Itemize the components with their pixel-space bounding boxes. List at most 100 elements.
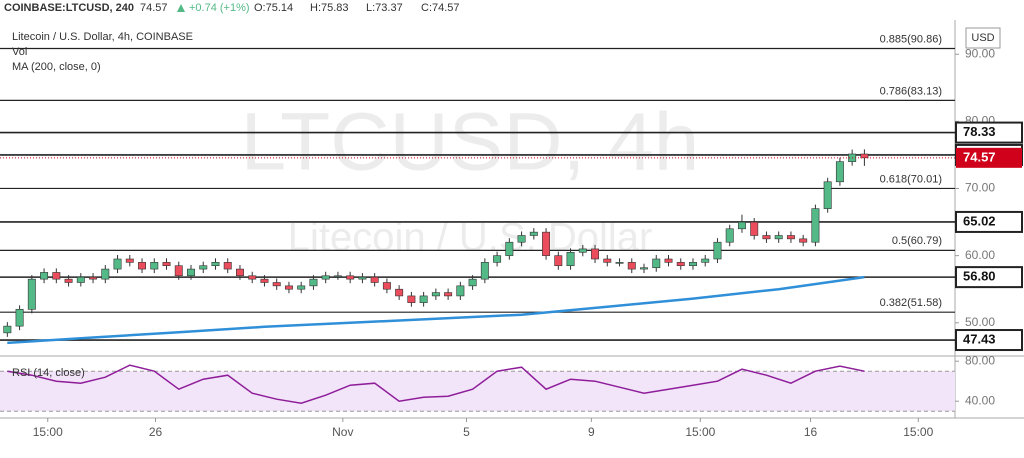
candle-body xyxy=(187,268,195,277)
price-label: 47.43 xyxy=(963,331,996,346)
candle-body xyxy=(211,262,220,267)
rsi-band xyxy=(0,371,955,412)
candle-body xyxy=(591,248,600,260)
candle-body xyxy=(799,238,808,243)
candle-body xyxy=(566,251,575,267)
candle-body xyxy=(431,292,440,297)
x-tick-label: 15:00 xyxy=(903,425,933,439)
candle-body xyxy=(419,295,428,303)
candle-body xyxy=(652,258,661,269)
price-label: 65.02 xyxy=(963,213,996,228)
candle-body xyxy=(125,258,134,263)
x-tick-label: Nov xyxy=(332,425,353,439)
candle-body xyxy=(542,231,551,256)
rsi-tick-label: 80.00 xyxy=(965,353,995,367)
candle-body xyxy=(713,241,722,260)
candle-body xyxy=(860,153,869,159)
candle-body xyxy=(407,295,416,303)
candle-body xyxy=(150,262,159,270)
price-label-box xyxy=(955,266,1023,289)
candle-body xyxy=(774,235,783,240)
ma-line xyxy=(7,275,865,345)
candle-body xyxy=(762,235,771,240)
candle-body xyxy=(309,278,318,287)
candle-body xyxy=(40,272,49,280)
candle-body xyxy=(640,267,648,270)
price-label-box xyxy=(955,329,1023,352)
candle-body xyxy=(89,276,98,280)
candle-body xyxy=(199,265,208,270)
x-tick-label: 5 xyxy=(463,425,470,439)
candle-body xyxy=(750,221,759,236)
watermark: LTCUSD, 4h xyxy=(241,97,700,188)
candle-body xyxy=(835,161,844,183)
last-price-label: 74.57 xyxy=(963,149,996,164)
candle-body xyxy=(174,265,183,277)
candle-body xyxy=(689,262,697,267)
symbol: COINBASE:LTCUSD, 240 xyxy=(4,2,134,14)
rsi-line xyxy=(7,364,865,404)
currency-box xyxy=(965,27,1001,49)
y-tick-label: 70.00 xyxy=(965,181,995,195)
candle-body xyxy=(603,258,612,263)
candle-body xyxy=(578,248,587,253)
fib-label: 0.5(60.79) xyxy=(892,235,942,247)
y-tick-label: 90.00 xyxy=(965,46,995,60)
candle-body xyxy=(248,275,257,280)
candle-body xyxy=(786,235,795,240)
candle-body xyxy=(737,221,746,230)
y-tick-label: 60.00 xyxy=(965,248,995,262)
candle-body xyxy=(284,285,293,290)
legend-ma: MA (200, close, 0) xyxy=(12,61,101,73)
candle-body xyxy=(529,231,538,236)
rsi-tick-label: 40.00 xyxy=(965,393,995,407)
candle-body xyxy=(138,262,146,270)
currency: USD xyxy=(971,32,994,44)
candle-body xyxy=(76,276,85,283)
legend-rsi: RSI (14, close) xyxy=(12,367,85,379)
candle-body xyxy=(272,282,281,287)
ohlc-open: O:75.14 xyxy=(254,2,293,14)
price-label: 78.33 xyxy=(963,124,996,139)
x-tick-label: 15:00 xyxy=(33,425,63,439)
price-label-box xyxy=(955,121,1023,144)
candle-body xyxy=(27,278,36,310)
y-tick-label: 50.00 xyxy=(965,315,995,329)
candle-body xyxy=(260,278,269,283)
candle-body xyxy=(64,278,73,283)
header: COINBASE:LTCUSD, 240 74.57 +0.74 (+1%) O… xyxy=(4,2,460,14)
fib-label: 0.382(51.58) xyxy=(880,297,942,309)
last-price-box xyxy=(956,147,1022,168)
candle-body xyxy=(505,241,514,256)
candle-body xyxy=(370,276,379,283)
candle-body xyxy=(321,275,330,280)
candle-body xyxy=(664,258,673,263)
x-tick-label: 15:00 xyxy=(685,425,715,439)
candle-body xyxy=(3,325,12,334)
candle-body xyxy=(725,228,734,243)
candle-body xyxy=(823,181,832,209)
candle-body xyxy=(382,282,391,290)
candle-body xyxy=(444,292,453,297)
candle-body xyxy=(395,288,404,297)
price: 74.57 xyxy=(140,2,168,14)
chart-title: Litecoin / U.S. Dollar, 4h, COINBASE xyxy=(12,31,193,43)
candle-body xyxy=(223,262,232,270)
fib-label: 0.618(70.01) xyxy=(880,173,942,185)
candle-body xyxy=(297,285,306,290)
up-arrow xyxy=(177,4,185,12)
candle-body xyxy=(333,275,342,278)
candle-body xyxy=(52,272,61,280)
candle-body xyxy=(480,262,489,280)
candle-body xyxy=(456,285,465,297)
ohlc-close: C:74.57 xyxy=(421,2,460,14)
candle-body xyxy=(113,258,122,270)
candle-body xyxy=(346,275,355,280)
candle-body xyxy=(615,262,624,264)
candle-body xyxy=(236,268,244,277)
x-tick-label: 9 xyxy=(588,425,595,439)
fib-label: 0.885(90.86) xyxy=(880,33,942,45)
legend-vol: Vol xyxy=(12,46,27,58)
ohlc-low: L:73.37 xyxy=(366,2,403,14)
